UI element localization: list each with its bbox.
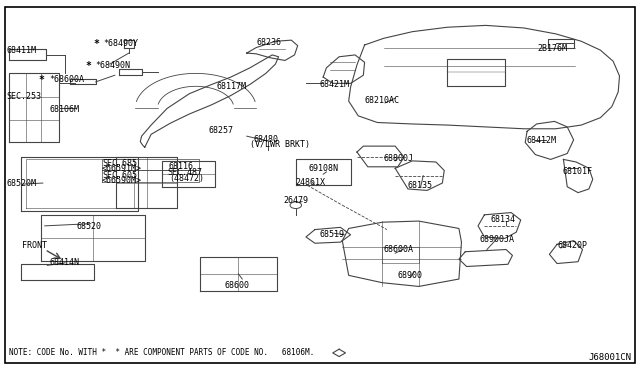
- Text: SEC.487: SEC.487: [167, 168, 202, 177]
- Text: NOTE: CODE No. WITH *  * ARE COMPONENT PARTS OF CODE NO.   68106M.: NOTE: CODE No. WITH * * ARE COMPONENT PA…: [9, 348, 314, 357]
- Text: *68490N: *68490N: [96, 61, 131, 70]
- Text: 68106M: 68106M: [49, 105, 79, 115]
- Text: 68135: 68135: [408, 182, 433, 190]
- Text: J68001CN: J68001CN: [588, 353, 631, 362]
- Text: 68412M: 68412M: [527, 136, 556, 145]
- Text: 68210AC: 68210AC: [365, 96, 399, 105]
- Text: (48472): (48472): [170, 174, 205, 183]
- Text: 68414N: 68414N: [49, 258, 79, 267]
- Text: *: *: [93, 39, 99, 49]
- Text: *68490Y: *68490Y: [103, 39, 138, 48]
- Text: 26479: 26479: [283, 196, 308, 205]
- Text: 68520M: 68520M: [6, 179, 36, 187]
- Text: 24861X: 24861X: [296, 178, 326, 187]
- Text: 68411M: 68411M: [6, 46, 36, 55]
- Text: 68117M: 68117M: [217, 82, 247, 91]
- Text: 68257: 68257: [209, 126, 234, 135]
- Text: <66591M>: <66591M>: [102, 164, 142, 173]
- Text: FRONT: FRONT: [22, 241, 47, 250]
- Text: 68800J: 68800J: [384, 154, 413, 163]
- Text: 68900: 68900: [397, 271, 423, 280]
- Text: 68519: 68519: [320, 230, 345, 239]
- Text: SEC.685: SEC.685: [102, 159, 137, 169]
- Text: 68420P: 68420P: [557, 241, 587, 250]
- Text: 68600: 68600: [225, 281, 250, 290]
- Text: 68421M: 68421M: [320, 80, 350, 89]
- Text: *: *: [39, 75, 45, 85]
- Text: <66590M>: <66590M>: [102, 176, 142, 185]
- Text: 68900JA: 68900JA: [479, 235, 515, 244]
- Text: 68520: 68520: [77, 222, 102, 231]
- Text: 68600A: 68600A: [384, 245, 413, 254]
- Text: *: *: [85, 61, 92, 71]
- Text: SEC.253: SEC.253: [6, 92, 42, 101]
- Text: SEC.605: SEC.605: [102, 171, 137, 180]
- Text: 68480: 68480: [253, 135, 278, 144]
- Text: 68116: 68116: [168, 162, 193, 171]
- Text: 69108N: 69108N: [308, 164, 339, 173]
- Text: 68101F: 68101F: [562, 167, 592, 176]
- Text: *68600A: *68600A: [49, 75, 84, 84]
- Text: 68236: 68236: [256, 38, 281, 46]
- Text: (V/LWR BRKT): (V/LWR BRKT): [250, 140, 310, 149]
- Text: 68134: 68134: [491, 215, 516, 224]
- Text: 2B176M: 2B176M: [538, 44, 568, 53]
